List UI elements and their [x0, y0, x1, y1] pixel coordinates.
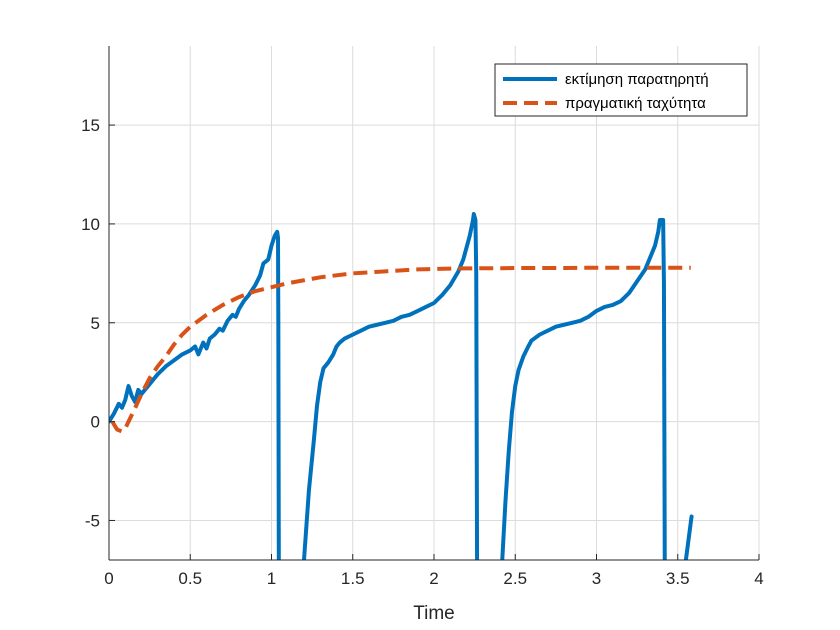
legend[interactable]: εκτίμηση παρατηρητή πραγματική ταχύτητα	[495, 64, 747, 116]
series-estimate-line	[109, 232, 279, 560]
legend-label-actual: πραγματική ταχύτητα	[565, 95, 706, 112]
x-tick-label: 4	[754, 569, 763, 588]
x-tick-label: 3	[592, 569, 601, 588]
y-tick-label: 5	[91, 314, 100, 333]
y-tick-label: -5	[85, 511, 100, 530]
y-tick-label: 10	[81, 215, 100, 234]
x-tick-label: 1.5	[341, 569, 365, 588]
x-tick-label: 2	[429, 569, 438, 588]
legend-label-estimate: εκτίμηση παρατηρητή	[565, 71, 709, 88]
series-estimate-line	[686, 517, 692, 560]
x-tick-label: 0	[104, 569, 113, 588]
series-estimate-line	[502, 220, 665, 560]
x-tick-label: 2.5	[503, 569, 527, 588]
series-estimate-line	[304, 214, 477, 560]
series-layer	[109, 214, 692, 560]
y-tick-label: 0	[91, 413, 100, 432]
x-tick-label: 1	[267, 569, 276, 588]
y-tick-label: 15	[81, 116, 100, 135]
x-axis-title: Time	[413, 603, 455, 624]
x-tick-label: 0.5	[178, 569, 202, 588]
x-tick-label: 3.5	[666, 569, 690, 588]
